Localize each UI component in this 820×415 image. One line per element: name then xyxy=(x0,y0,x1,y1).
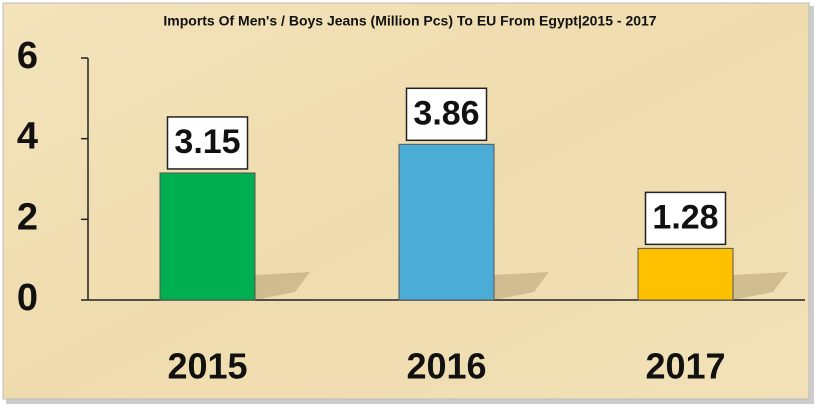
data-label-box xyxy=(405,87,488,142)
bar xyxy=(159,172,256,301)
x-tick-label: 2017 xyxy=(645,346,725,387)
data-label: 1.28 xyxy=(652,198,718,236)
data-label-box xyxy=(644,191,727,246)
bar xyxy=(398,143,495,301)
chart-title: Imports Of Men's / Boys Jeans (Million P… xyxy=(163,13,656,29)
y-tick-label: 4 xyxy=(17,116,38,158)
data-label: 3.86 xyxy=(413,94,479,132)
y-tick-label: 2 xyxy=(17,196,38,238)
bar-shadow xyxy=(733,272,788,300)
x-tick-label: 2016 xyxy=(406,346,486,387)
x-tick-label: 2015 xyxy=(167,346,247,387)
data-label-box xyxy=(166,116,249,170)
data-label: 3.15 xyxy=(174,123,240,161)
y-tick-label: 0 xyxy=(17,277,38,319)
bar xyxy=(637,247,734,301)
bar-shadow xyxy=(255,272,310,300)
bar-shadow xyxy=(494,272,549,300)
y-tick-label: 6 xyxy=(17,35,38,77)
